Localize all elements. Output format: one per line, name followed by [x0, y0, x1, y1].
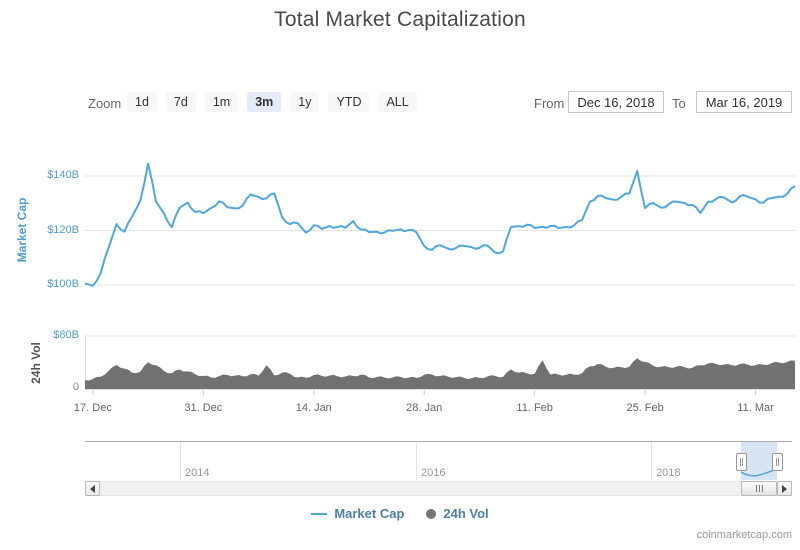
- navigator-gridline: [180, 442, 181, 480]
- x-axis-label: 11. Feb: [516, 402, 553, 414]
- x-axis-label: 11. Mar: [737, 402, 774, 414]
- navigator-year-2018: 2018: [656, 467, 681, 479]
- x-axis-label: 17. Dec: [73, 402, 112, 414]
- scrollbar-track[interactable]: [85, 481, 792, 496]
- navigator-gridline: [416, 442, 417, 480]
- to-label: To: [672, 96, 686, 111]
- navigator-gridline: [651, 442, 652, 480]
- ytick-120b: $120B: [47, 224, 79, 236]
- ytick-100b: $100B: [47, 278, 79, 290]
- zoom-button-3m[interactable]: 3m: [247, 92, 282, 112]
- zoom-label: Zoom: [88, 96, 122, 111]
- watermark-credit[interactable]: coinmarketcap.com: [696, 529, 792, 541]
- ytick-80b: $80B: [53, 329, 79, 341]
- chart-title: Total Market Capitalization: [274, 8, 526, 31]
- left-arrow-icon: [90, 484, 95, 493]
- zoom-button-ytd[interactable]: YTD: [328, 92, 370, 112]
- navigator-year-2014: 2014: [185, 467, 210, 479]
- navigator-mini-series: [740, 468, 778, 477]
- ytick-zero: 0: [72, 381, 79, 393]
- x-axis-label: 14. Jan: [295, 402, 332, 414]
- zoom-button-1y[interactable]: 1y: [290, 92, 320, 112]
- navigator-left-handle[interactable]: [736, 453, 747, 471]
- scrollbar-thumb[interactable]: [741, 481, 777, 496]
- scrollbar-left-arrow[interactable]: [85, 481, 100, 496]
- line-marker-icon: [311, 512, 328, 515]
- x-axis-label: 28. Jan: [406, 402, 443, 414]
- legend-label: Market Cap: [334, 506, 405, 521]
- right-arrow-icon: [782, 484, 787, 493]
- zoom-buttons-group: 1d 7d 1m 3m 1y YTD ALL: [127, 92, 426, 112]
- from-date-input[interactable]: [568, 91, 664, 113]
- zoom-button-all[interactable]: ALL: [378, 92, 417, 112]
- navigator-selected-range[interactable]: [740, 442, 778, 480]
- x-axis-label: 31. Dec: [184, 402, 223, 414]
- navigator-year-2016: 2016: [421, 467, 446, 479]
- legend-label: 24h Vol: [443, 506, 489, 521]
- navigator-right-handle[interactable]: [772, 453, 783, 471]
- ytick-140b: $140B: [47, 169, 79, 181]
- scrollbar-right-arrow[interactable]: [777, 481, 792, 496]
- legend: Market Cap 24h Vol: [0, 506, 800, 521]
- x-axis-label: 25. Feb: [626, 402, 664, 414]
- zoom-button-7d[interactable]: 7d: [165, 92, 196, 112]
- zoom-button-1d[interactable]: 1d: [127, 92, 157, 112]
- from-label: From: [534, 96, 565, 111]
- legend-item-market-cap[interactable]: Market Cap: [311, 506, 404, 521]
- to-date-input[interactable]: [696, 91, 792, 113]
- zoom-button-1m[interactable]: 1m: [204, 92, 239, 112]
- legend-item-24h-vol[interactable]: 24h Vol: [426, 506, 489, 521]
- navigator[interactable]: 2014 2016 2018: [85, 441, 792, 480]
- circle-marker-icon: [426, 508, 437, 519]
